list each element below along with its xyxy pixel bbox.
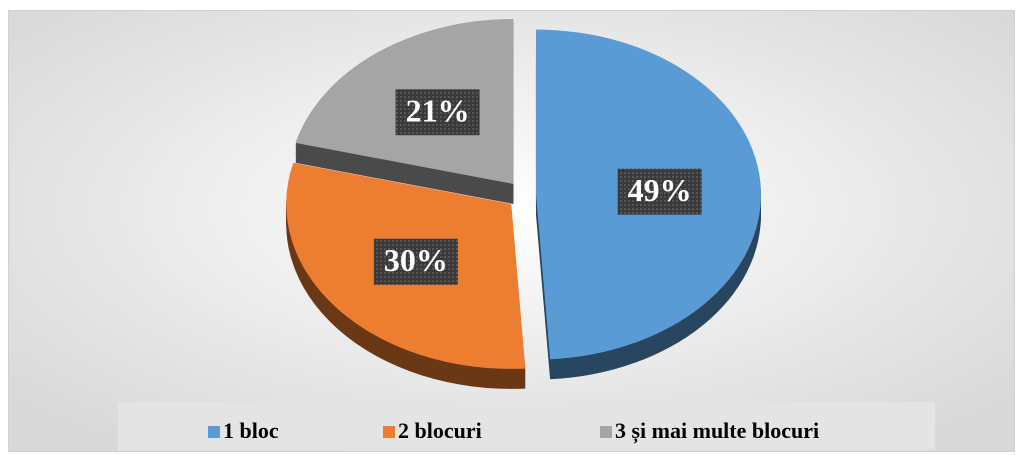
legend-swatch (208, 426, 220, 438)
data-label: 49% (628, 172, 692, 208)
data-label-box (373, 238, 458, 285)
legend-swatch (600, 426, 612, 438)
data-label: 21% (406, 93, 470, 129)
data-label-box (617, 168, 702, 215)
legend-band (118, 402, 935, 450)
legend-label: 1 bloc (223, 418, 279, 443)
legend-label: 3 și mai multe blocuri (615, 418, 819, 444)
legend-swatch (383, 426, 395, 438)
data-label: 30% (384, 242, 448, 278)
legend-label: 2 blocuri (398, 418, 482, 443)
data-label-box (395, 89, 480, 136)
